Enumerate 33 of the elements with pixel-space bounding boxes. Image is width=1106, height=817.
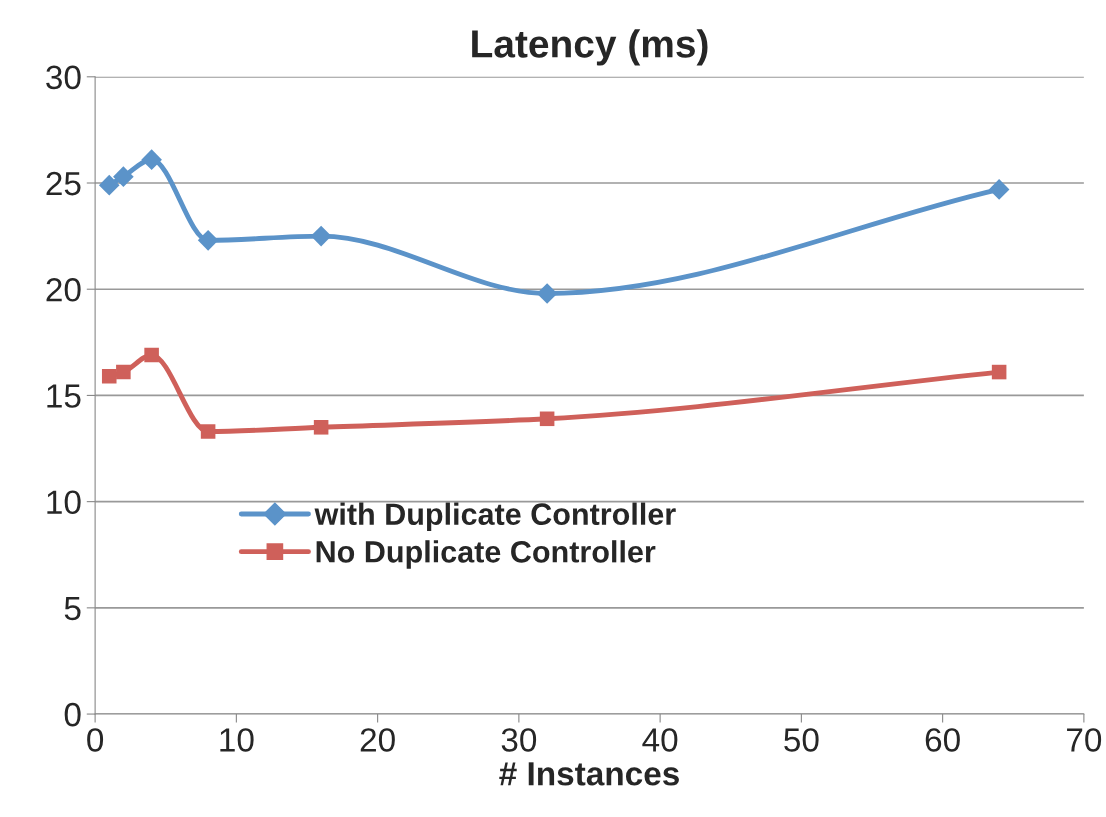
y-tick-label: 5 xyxy=(64,596,81,621)
legend-label: No Duplicate Controller xyxy=(316,540,656,569)
point xyxy=(991,364,1007,380)
y-tick-label: 10 xyxy=(47,490,81,515)
x-tick-label: 30 xyxy=(501,728,537,752)
point xyxy=(144,347,159,363)
legend-label: with Duplicate Controller xyxy=(314,502,676,532)
x-tick-label: 50 xyxy=(784,728,819,752)
point xyxy=(116,364,131,380)
point xyxy=(98,174,120,196)
x-tick-label: 60 xyxy=(925,728,960,752)
y-tick-label: 20 xyxy=(46,278,81,302)
point xyxy=(197,230,219,251)
x-axis-title: # Instances xyxy=(499,762,679,786)
x-tick-label: 40 xyxy=(642,728,678,752)
point xyxy=(141,149,162,170)
point xyxy=(539,411,555,427)
y-tick-label: 25 xyxy=(46,171,81,196)
x-tick-label: 70 xyxy=(1067,728,1102,752)
point xyxy=(988,179,1010,200)
y-tick-label: 30 xyxy=(46,65,81,90)
point xyxy=(313,420,329,435)
point xyxy=(101,369,117,384)
y-tick-label: 15 xyxy=(47,384,81,408)
point xyxy=(536,283,558,304)
point xyxy=(310,225,332,247)
point xyxy=(200,424,216,439)
x-tick-label: 20 xyxy=(360,728,395,752)
x-tick-label: 10 xyxy=(220,728,254,752)
chart-title: Latency (ms) xyxy=(472,29,708,66)
x-tick-label: 0 xyxy=(87,728,104,752)
point xyxy=(113,166,134,187)
y-tick-label: 0 xyxy=(64,702,81,727)
